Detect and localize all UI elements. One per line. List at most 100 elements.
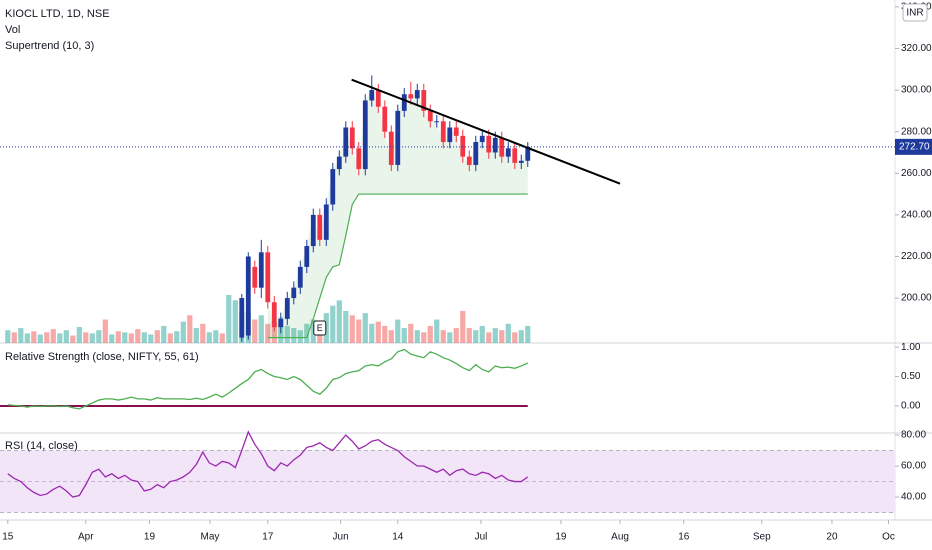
volume-bar <box>44 332 50 343</box>
candle-body <box>245 256 251 336</box>
candle-body <box>414 90 420 99</box>
volume-bar <box>271 321 277 343</box>
volume-bar <box>5 330 11 343</box>
volume-bar <box>453 328 459 343</box>
x-tick-label: Jul <box>475 532 488 543</box>
volume-bar <box>499 330 505 343</box>
pane-title: RSI (14, close) <box>5 440 78 452</box>
x-tick-label: May <box>200 532 219 543</box>
candle-body <box>401 94 407 111</box>
volume-bar <box>408 323 414 343</box>
volume-bar <box>18 328 24 343</box>
candle-body <box>369 90 375 101</box>
volume-bar <box>512 332 518 343</box>
last-price-label: 272.70 <box>899 141 930 152</box>
volume-bar <box>349 315 355 343</box>
candle-body <box>284 298 290 319</box>
line <box>7 348 529 410</box>
candle-body <box>375 90 381 107</box>
volume-bar <box>37 334 43 343</box>
event-marker <box>313 320 327 336</box>
volume-bar <box>284 325 290 343</box>
candle-body <box>382 106 388 132</box>
volume-bar <box>414 330 420 343</box>
x-tick-label: 17 <box>262 532 274 543</box>
volume-bar <box>304 323 310 343</box>
volume-bar <box>356 319 362 343</box>
y-tick-label: 300.00 <box>901 85 932 96</box>
y-tick-label: 80.00 <box>901 430 926 441</box>
volume-bar <box>63 330 69 343</box>
candle-body <box>479 135 485 143</box>
volume-bar <box>11 332 17 343</box>
y-tick-label: 240.00 <box>901 210 932 221</box>
candle-body <box>297 266 303 288</box>
volume-bar <box>479 325 485 343</box>
volume-bar <box>57 333 63 343</box>
volume-bar <box>473 330 479 343</box>
volume-bar <box>102 319 108 343</box>
volume-bar <box>148 334 154 343</box>
candle-body <box>486 135 492 153</box>
candle-body <box>291 287 297 299</box>
currency[interactable]: INR <box>906 8 923 19</box>
volume-bar <box>252 319 258 343</box>
candle-body <box>258 252 264 288</box>
y-tick-label: 0.00 <box>901 401 921 412</box>
legend-entry: Vol <box>5 24 20 36</box>
volume-bar <box>362 313 368 343</box>
candle-body <box>453 127 459 136</box>
volume-bar <box>460 311 466 343</box>
volume-bar <box>265 323 271 343</box>
candle-body <box>505 148 511 157</box>
y-tick-label: 40.00 <box>901 492 926 503</box>
y-tick-label: 200.00 <box>901 293 932 304</box>
x-tick-label: Jun <box>333 532 349 543</box>
event-label: E <box>317 323 323 333</box>
line <box>7 430 529 498</box>
volume-bar <box>369 323 375 343</box>
candle-body <box>362 100 368 170</box>
x-tick-label: 15 <box>2 532 14 543</box>
volume-bar <box>226 295 232 343</box>
volume-bar <box>232 300 238 343</box>
volume-bar <box>518 330 524 343</box>
y-tick-label: 220.00 <box>901 251 932 262</box>
volume-bar <box>200 323 206 343</box>
candle-body <box>512 148 518 163</box>
candle-body <box>278 318 284 328</box>
currency-box[interactable] <box>902 3 928 22</box>
candle-body <box>434 121 440 123</box>
volume-bar <box>336 300 342 343</box>
volume-bar <box>206 332 212 343</box>
volume-bar <box>161 325 167 343</box>
volume-bar <box>219 333 225 343</box>
trendline <box>351 78 621 185</box>
volume-bar <box>135 329 141 343</box>
x-tick-label: 19 <box>144 532 156 543</box>
volume-bar <box>427 325 433 343</box>
last-price-box <box>895 138 932 155</box>
volume-bar <box>401 328 407 343</box>
volume-bar <box>213 330 219 343</box>
volume-bar <box>31 331 37 343</box>
volume-bar <box>343 311 349 343</box>
x-tick-label: Aug <box>611 532 629 543</box>
y-tick-label: 0.50 <box>901 371 921 382</box>
volume-bar <box>76 327 82 343</box>
volume-bar <box>96 330 102 343</box>
candle-body <box>349 127 355 149</box>
candle-body <box>408 94 414 99</box>
candle-body <box>473 142 479 165</box>
y-tick-label: 260.00 <box>901 168 932 179</box>
y-tick-label: 1.00 <box>901 342 921 353</box>
volume-bar <box>525 325 531 343</box>
candle-body <box>421 90 427 111</box>
candle-body <box>336 156 342 170</box>
candle-body <box>466 156 472 165</box>
volume-bar <box>434 319 440 343</box>
volume-bar <box>447 332 453 343</box>
x-tick-label: 14 <box>392 532 404 543</box>
x-tick-label: 20 <box>826 532 838 543</box>
